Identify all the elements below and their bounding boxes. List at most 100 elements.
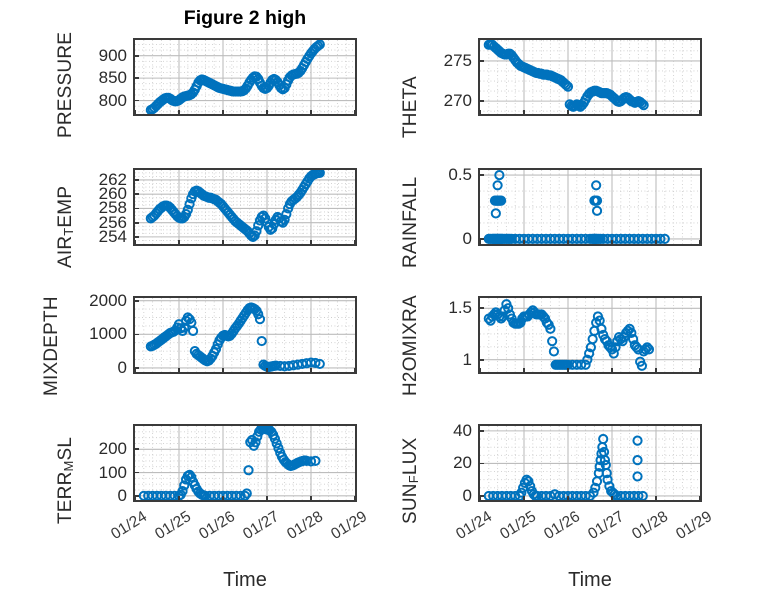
plot-area-sun-flux[interactable] — [478, 424, 702, 502]
xtickmark-pressure-5 — [354, 110, 356, 114]
xtickmark-pressure-0 — [134, 110, 136, 114]
xtick-label-right-4: 01/28 — [629, 508, 672, 543]
ylabel-subscript: M — [61, 460, 76, 472]
xtickmark-sun-flux-4 — [655, 496, 657, 500]
ytick-h2omixra-0: 1 — [462, 349, 472, 369]
ylabel-tail: EMP — [55, 185, 76, 228]
xtickmark-sun-flux-1 — [523, 496, 525, 500]
ytickmark-air-temp-4 — [135, 179, 139, 181]
ytickmark-air-temp-2 — [135, 207, 139, 210]
ytickmark-mixdepth-2 — [135, 299, 139, 302]
xtickmark-rainfall-0 — [479, 240, 481, 244]
figure-title: Figure 2 high — [183, 7, 307, 29]
xtickmark-pressure-4 — [310, 110, 312, 114]
ytickmark-pressure-0 — [135, 99, 139, 102]
data-series-pressure — [145, 40, 325, 114]
ytickmark-sun-flux-0 — [480, 495, 484, 497]
xtickmark-theta-0 — [479, 110, 481, 114]
xtick-label-right-5: 01/29 — [673, 508, 716, 543]
plot-area-theta[interactable] — [478, 38, 702, 116]
xtickmark-air-temp-0 — [134, 240, 136, 244]
ylabel-main: TERR — [55, 471, 76, 524]
xtickmark-sun-flux-2 — [567, 496, 569, 500]
ytickmark-rainfall-1 — [480, 174, 484, 176]
ytick-sun-flux-0: 0 — [462, 485, 472, 505]
ytick-mixdepth-0: 0 — [117, 357, 127, 377]
xtickmark-h2omixra-4 — [655, 368, 657, 372]
plot-area-terr-msl[interactable] — [133, 424, 357, 502]
data-series-air-temp — [145, 170, 325, 242]
xtickmark-theta-3 — [611, 110, 613, 114]
ytick-sun-flux-2: 40 — [453, 420, 472, 440]
plot-area-rainfall[interactable] — [478, 168, 702, 246]
plot-area-air-temp[interactable] — [133, 168, 357, 246]
xtickmark-rainfall-1 — [523, 240, 525, 244]
ytick-air-temp-3: 260 — [98, 184, 127, 204]
xtick-label-right-0: 01/24 — [453, 508, 496, 543]
xtickmark-air-temp-4 — [310, 240, 312, 244]
xtickmark-theta-2 — [567, 110, 569, 114]
xtickmark-rainfall-3 — [611, 240, 613, 244]
ylabel-h2omixra: H2OMIXRA — [400, 295, 421, 396]
xtick-label-left-5: 01/29 — [328, 508, 371, 543]
ytickmark-air-temp-0 — [135, 236, 139, 238]
xtick-label-left-3: 01/27 — [240, 508, 283, 543]
ylabel-tail: SL — [55, 436, 76, 461]
grid-theta — [480, 40, 700, 114]
xtick-label-left-2: 01/26 — [196, 508, 239, 543]
ylabel-theta: THETA — [400, 76, 421, 138]
ytickmark-pressure-1 — [135, 77, 139, 79]
ylabel-tail: LUX — [400, 437, 421, 476]
ytick-theta-1: 275 — [443, 50, 472, 70]
data-series-sun-flux — [483, 433, 648, 500]
xtickmark-mixdepth-3 — [266, 368, 268, 372]
xtick-label-left-1: 01/25 — [152, 508, 195, 543]
xtickmark-terr-msl-0 — [134, 496, 136, 500]
ytickmark-terr-msl-2 — [135, 448, 139, 451]
ytick-mixdepth-2: 2000 — [89, 290, 127, 310]
xtick-label-right-2: 01/26 — [541, 508, 584, 543]
xtickmark-terr-msl-3 — [266, 496, 268, 500]
ytickmark-sun-flux-2 — [480, 430, 484, 432]
xtickmark-mixdepth-1 — [178, 368, 180, 372]
xtickmark-sun-flux-3 — [611, 496, 613, 500]
xtickmark-h2omixra-3 — [611, 368, 613, 372]
plot-area-h2omixra[interactable] — [478, 296, 702, 374]
ylabel-pressure: PRESSURE — [55, 31, 76, 138]
xaxis-label-left: Time — [223, 569, 267, 591]
ytickmark-sun-flux-1 — [480, 462, 484, 465]
xtickmark-pressure-2 — [222, 110, 224, 114]
ytick-sun-flux-1: 20 — [453, 453, 472, 473]
ytickmark-terr-msl-0 — [135, 495, 139, 497]
data-series-terr-msl — [138, 426, 321, 500]
xtickmark-sun-flux-0 — [479, 496, 481, 500]
xtickmark-rainfall-5 — [699, 240, 701, 244]
plot-area-pressure[interactable] — [133, 38, 357, 116]
xtickmark-terr-msl-1 — [178, 496, 180, 500]
xtickmark-air-temp-1 — [178, 240, 180, 244]
plot-area-mixdepth[interactable] — [133, 296, 357, 374]
ytickmark-theta-0 — [480, 100, 484, 103]
ytick-pressure-1: 850 — [98, 68, 127, 88]
ylabel-rainfall: RAINFALL — [400, 176, 421, 268]
data-series-rainfall — [483, 170, 670, 244]
ylabel-terr-msl: TERRMSL — [55, 437, 77, 524]
ylabel-mixdepth: MIXDEPTH — [41, 296, 62, 396]
ytickmark-h2omixra-0 — [480, 358, 484, 361]
xtick-label-left-4: 01/28 — [284, 508, 327, 543]
ytickmark-theta-1 — [480, 60, 484, 62]
xtick-label-right-3: 01/27 — [585, 508, 628, 543]
xtickmark-mixdepth-5 — [354, 368, 356, 372]
ytick-pressure-2: 900 — [98, 45, 127, 65]
grid-h2omixra — [480, 298, 700, 372]
xtickmark-mixdepth-2 — [222, 368, 224, 372]
ytick-terr-msl-1: 100 — [98, 462, 127, 482]
ytick-h2omixra-1: 1.5 — [448, 298, 472, 318]
ytickmark-terr-msl-1 — [135, 471, 139, 474]
ylabel-subscript: F — [406, 475, 421, 484]
ytick-terr-msl-0: 0 — [117, 485, 127, 505]
ylabel-main: SUN — [400, 483, 421, 524]
xtickmark-pressure-1 — [178, 110, 180, 114]
xtickmark-theta-5 — [699, 110, 701, 114]
